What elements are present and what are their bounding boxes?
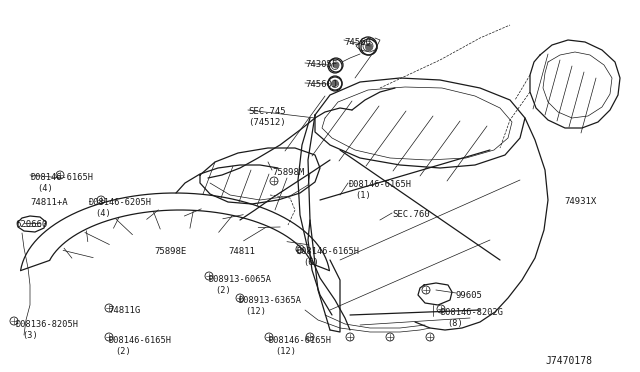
Text: Ð08146-6205H: Ð08146-6205H bbox=[88, 198, 151, 207]
Text: 74931X: 74931X bbox=[564, 197, 596, 206]
Text: (74512): (74512) bbox=[248, 118, 285, 127]
Text: Ð08136-8205H: Ð08136-8205H bbox=[15, 320, 78, 329]
Circle shape bbox=[332, 80, 339, 87]
Text: 75898M: 75898M bbox=[272, 168, 304, 177]
Text: Ð08913-6365A: Ð08913-6365A bbox=[238, 296, 301, 305]
Text: (12): (12) bbox=[275, 347, 296, 356]
Text: Ð08146-6165H: Ð08146-6165H bbox=[108, 336, 171, 345]
Circle shape bbox=[333, 61, 339, 68]
Text: 74811: 74811 bbox=[228, 247, 255, 256]
Text: Ð08146-6165H: Ð08146-6165H bbox=[348, 180, 411, 189]
Text: SEC.760: SEC.760 bbox=[392, 210, 429, 219]
Text: 74811G: 74811G bbox=[108, 306, 140, 315]
Text: 74811+A: 74811+A bbox=[30, 198, 68, 207]
Text: Ð08146-6165H: Ð08146-6165H bbox=[30, 173, 93, 182]
Text: 75898E: 75898E bbox=[154, 247, 186, 256]
Text: (12): (12) bbox=[245, 307, 266, 316]
Text: (4): (4) bbox=[37, 184, 52, 193]
Text: (6): (6) bbox=[303, 258, 319, 267]
Text: 99605: 99605 bbox=[456, 291, 483, 300]
Text: Ð08913-6065A: Ð08913-6065A bbox=[208, 275, 271, 284]
Text: 620660: 620660 bbox=[15, 220, 47, 229]
Text: (3): (3) bbox=[22, 331, 38, 340]
Text: Ð08146-8202G: Ð08146-8202G bbox=[440, 308, 503, 317]
Text: (2): (2) bbox=[115, 347, 131, 356]
Circle shape bbox=[365, 43, 373, 51]
Text: (4): (4) bbox=[95, 209, 111, 218]
Text: (2): (2) bbox=[215, 286, 231, 295]
Text: (8): (8) bbox=[447, 319, 463, 328]
Text: Ð08146-6165H: Ð08146-6165H bbox=[268, 336, 331, 345]
Text: (1): (1) bbox=[355, 191, 371, 200]
Text: SEC.745: SEC.745 bbox=[248, 107, 285, 116]
Text: 74560J: 74560J bbox=[305, 80, 337, 89]
Text: Ð08146-6165H: Ð08146-6165H bbox=[296, 247, 359, 256]
Text: 74305F: 74305F bbox=[305, 60, 337, 69]
Text: J7470178: J7470178 bbox=[545, 356, 592, 366]
Text: 74560: 74560 bbox=[344, 38, 371, 47]
